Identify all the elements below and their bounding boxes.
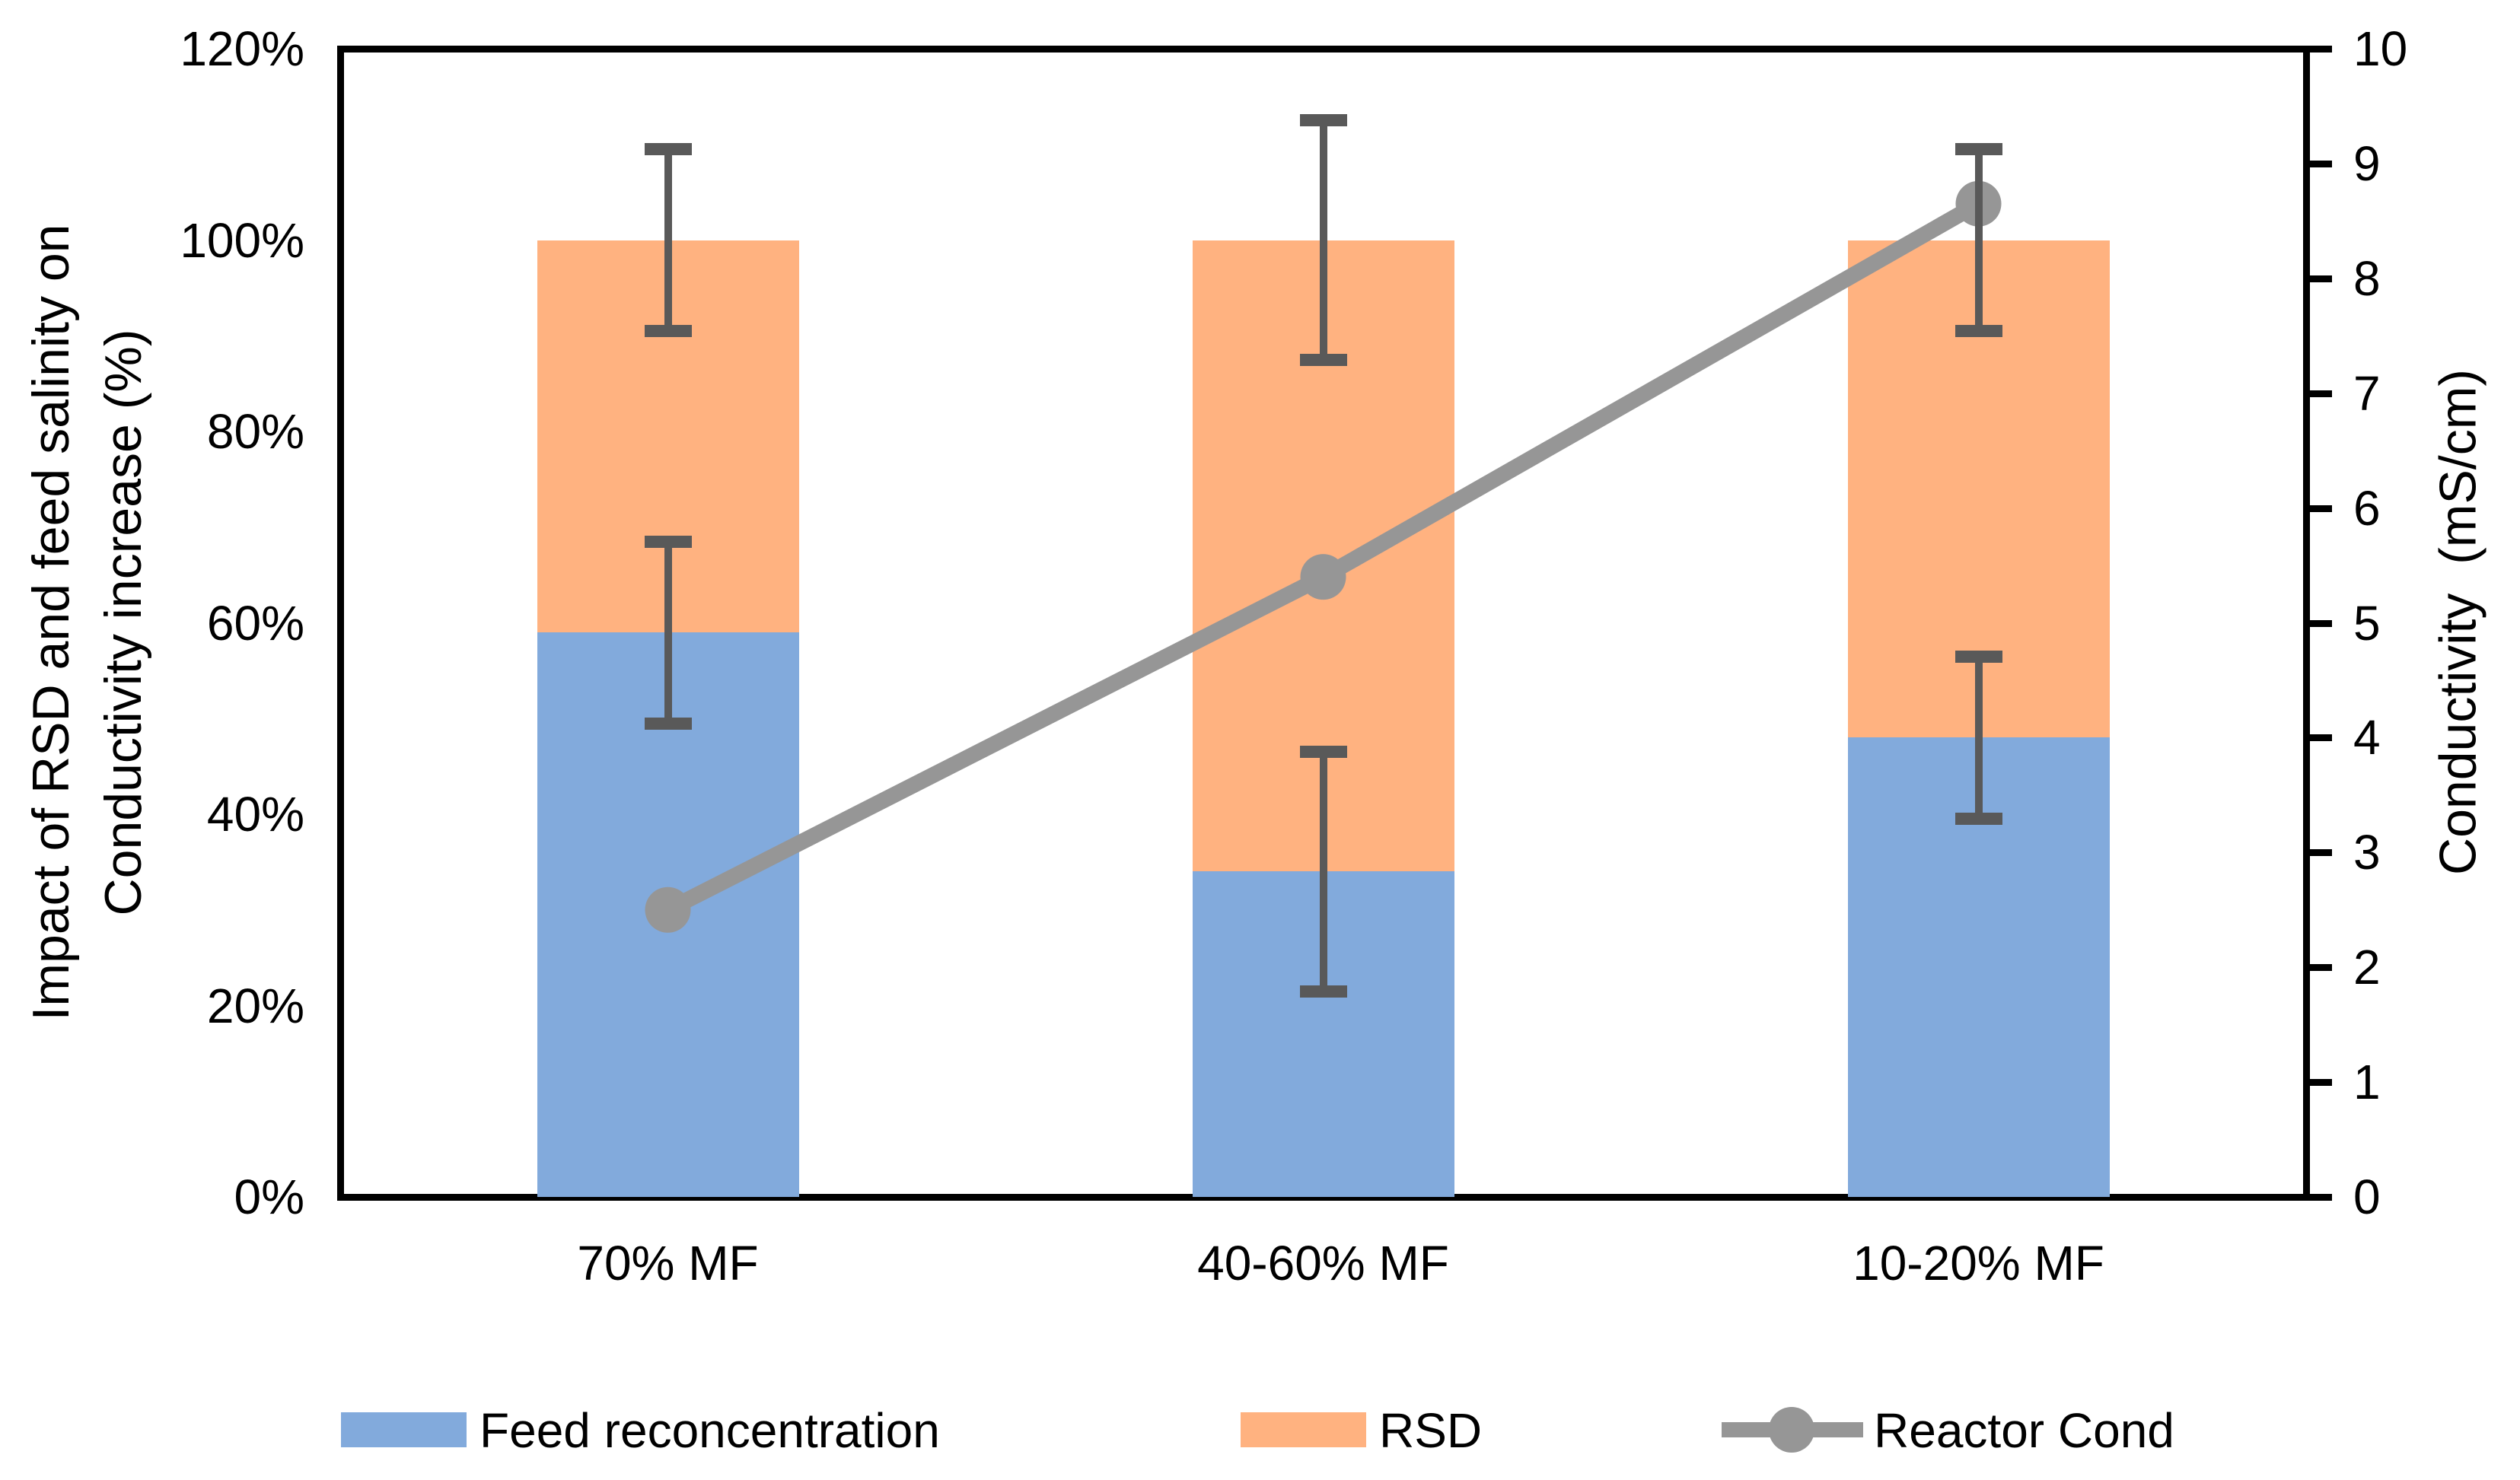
left-axis-title-line2: Conductivity increase (%) (94, 329, 152, 916)
error-bar-line (1974, 656, 1983, 820)
right-axis-tick-label: 2 (2353, 940, 2381, 995)
right-axis-tick-label: 0 (2353, 1170, 2381, 1224)
error-bar-cap (644, 143, 692, 156)
error-bar-cap (1955, 813, 2002, 826)
right-axis-tick-label: 3 (2353, 825, 2381, 880)
legend: Feed reconcentration RSD Reactor Cond (0, 1392, 2520, 1469)
error-bar-cap (1955, 650, 2002, 663)
error-bar-cap (1299, 353, 1347, 366)
right-axis-tick-label: 6 (2353, 480, 2381, 536)
error-bar-cap (644, 535, 692, 548)
right-axis-tick-label: 7 (2353, 365, 2381, 421)
legend-label: Feed reconcentration (479, 1403, 940, 1458)
legend-label: RSD (1379, 1403, 1483, 1458)
error-bar-cap (1299, 985, 1347, 998)
right-axis-tick-mark (2306, 275, 2332, 282)
reactor-cond-marker-sample (1769, 1407, 1814, 1453)
x-axis-category-label: 70% MF (577, 1236, 759, 1291)
right-axis-tick-label: 4 (2353, 710, 2381, 765)
right-axis-tick-mark (2306, 849, 2332, 857)
error-bar-cap (644, 324, 692, 337)
left-axis-tick-label: 40% (206, 787, 304, 842)
right-axis-tick-mark (2306, 964, 2332, 972)
right-axis-tick-label: 10 (2353, 21, 2408, 76)
left-axis-tick-label: 120% (180, 21, 304, 76)
error-bar-line (664, 541, 672, 724)
left-axis-title: Impact of RSD and feed salinity on Condu… (15, 52, 160, 1193)
reactor-cond-marker (645, 886, 691, 933)
reactor-cond-marker (1300, 554, 1346, 600)
rsd-swatch (1241, 1412, 1366, 1447)
left-axis-tick-label: 20% (206, 978, 304, 1033)
error-bar-line (664, 149, 672, 331)
left-axis-tick-label: 80% (206, 404, 304, 459)
right-axis-tick-mark (2306, 504, 2332, 512)
error-bar-line (1319, 752, 1327, 991)
error-bar-cap (1299, 114, 1347, 127)
error-bar-cap (1955, 324, 2002, 337)
legend-label: Reactor Cond (1874, 1403, 2174, 1458)
right-axis-tick-label: 1 (2353, 1055, 2381, 1110)
right-axis-tick-mark (2306, 734, 2332, 742)
right-axis-tick-label: 8 (2353, 250, 2381, 306)
right-axis-tick-label: 9 (2353, 135, 2381, 191)
x-axis-category-label: 10-20% MF (1853, 1236, 2104, 1291)
right-axis-tick-mark (2306, 160, 2332, 167)
error-bar-line (1319, 120, 1327, 360)
right-axis-tick-mark (2306, 1194, 2332, 1201)
left-axis-tick-label: 60% (206, 595, 304, 651)
error-bar-cap (1955, 143, 2002, 156)
right-axis-title: Conductivity (mS/cm) (2429, 369, 2487, 875)
error-bar-line (1974, 149, 1983, 331)
error-bar-cap (644, 717, 692, 730)
right-axis-tick-mark (2306, 1079, 2332, 1087)
x-axis-category-label: 40-60% MF (1197, 1236, 1449, 1291)
feed-reconcentration-swatch (341, 1412, 467, 1447)
right-axis-tick-mark (2306, 619, 2332, 627)
left-axis-title-line1: Impact of RSD and feed salinity on (22, 224, 80, 1021)
right-axis-tick-mark (2306, 390, 2332, 397)
error-bar-cap (1299, 746, 1347, 759)
left-axis-tick-label: 100% (180, 212, 304, 268)
right-axis-tick-mark (2306, 46, 2332, 53)
right-axis-tick-label: 5 (2353, 595, 2381, 651)
left-axis-tick-label: 0% (234, 1170, 305, 1224)
